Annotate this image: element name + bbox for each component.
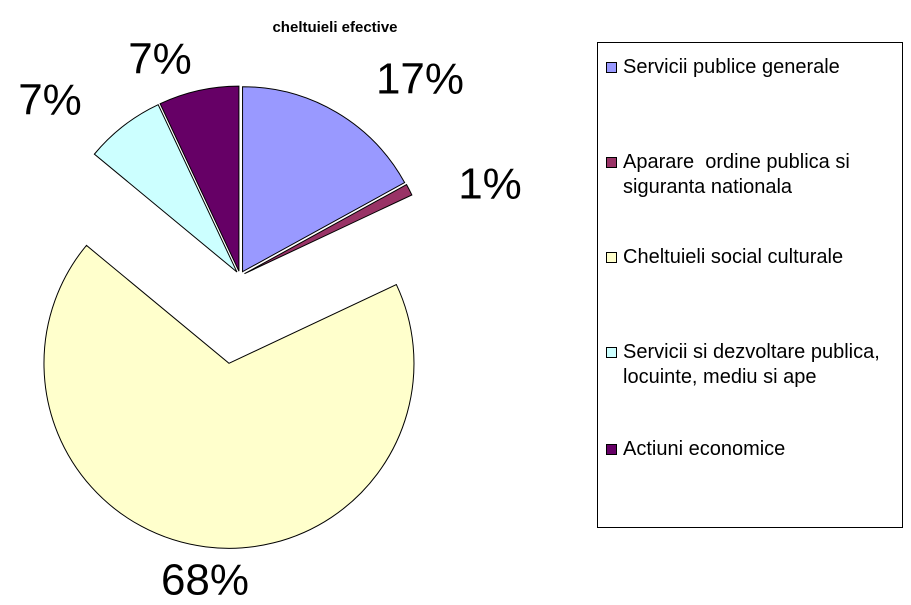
- legend-swatch: [606, 157, 617, 168]
- legend-swatch: [606, 62, 617, 73]
- legend-swatch: [606, 252, 617, 263]
- data-label: 68%: [161, 556, 249, 605]
- legend-label: Aparare ordine publica si siguranta nati…: [623, 151, 856, 198]
- legend: Servicii publice generale Aparare ordine …: [597, 42, 903, 528]
- data-label: 1%: [458, 160, 522, 209]
- legend-label: Actiuni economice: [623, 438, 786, 460]
- legend-label: Servicii si dezvoltare publica, locuinte…: [623, 341, 886, 388]
- data-label: 7%: [128, 35, 192, 84]
- pie-slice: [159, 85, 240, 272]
- legend-label: Servicii publice generale: [623, 56, 840, 78]
- pie-slice: [242, 86, 406, 273]
- pie-slice: [244, 183, 413, 275]
- pie-slice: [93, 103, 238, 273]
- legend-label: Cheltuieli social culturale: [623, 246, 844, 268]
- pie-slice: [43, 244, 415, 549]
- legend-swatch: [606, 444, 617, 455]
- legend-swatch: [606, 347, 617, 358]
- data-label: 7%: [18, 76, 82, 125]
- chart-title: cheltuieli efective: [272, 19, 397, 36]
- data-label: 17%: [376, 55, 464, 104]
